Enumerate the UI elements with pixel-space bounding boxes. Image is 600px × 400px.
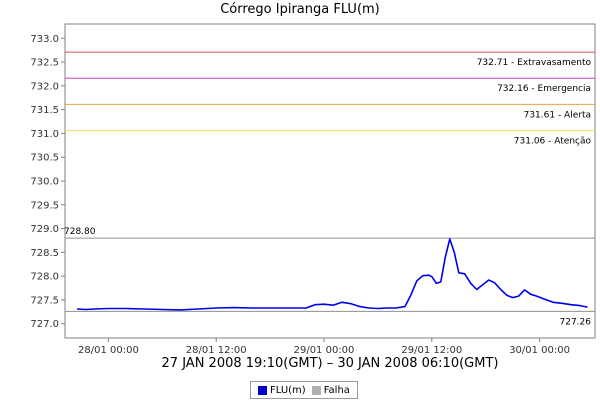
threshold-label: 731.61 - Alerta	[524, 110, 591, 120]
legend-item-flu: FLU(m)	[258, 385, 306, 396]
y-tick-label: 731.5	[30, 105, 59, 116]
plot-area	[64, 23, 596, 339]
y-tick-label: 727.5	[30, 295, 59, 306]
y-tick-label: 727.0	[30, 319, 59, 330]
y-tick-label: 731.0	[30, 129, 59, 140]
legend: FLU(m) Falha	[250, 381, 358, 399]
threshold-label: 732.16 - Emergencia	[497, 84, 591, 94]
legend-swatch	[258, 385, 267, 395]
y-tick-label: 732.5	[30, 58, 59, 69]
y-tick-label: 729.0	[30, 224, 59, 235]
x-tick-label: 28/01 12:00	[186, 345, 247, 356]
y-tick-label: 729.5	[30, 200, 59, 211]
y-tick-label: 728.5	[30, 248, 59, 259]
legend-item-falha: Falha	[311, 384, 350, 396]
y-tick-label: 730.5	[30, 153, 59, 164]
threshold-label: 732.71 - Extravasamento	[477, 58, 592, 68]
x-tick-label: 28/01 00:00	[78, 345, 139, 356]
legend-label: FLU(m)	[270, 384, 306, 396]
chart-subtitle: 27 JAN 2008 19:10(GMT) – 30 JAN 2008 06:…	[161, 356, 499, 371]
legend-label: Falha	[323, 384, 350, 396]
threshold-label: 731.06 - Atenção	[514, 137, 592, 147]
series-line-flu	[76, 238, 588, 311]
y-tick-label: 733.0	[30, 34, 59, 45]
y-tick-label: 730.0	[30, 177, 59, 188]
y-tick-label: 728.0	[30, 272, 59, 283]
x-tick-label: 29/01 00:00	[294, 345, 355, 356]
x-tick-label: 29/01 12:00	[401, 345, 462, 356]
y-tick-label: 732.0	[30, 81, 59, 92]
reference-label: 728.80	[64, 227, 96, 237]
chart-title: Córrego Ipiranga FLU(m)	[220, 2, 380, 17]
legend-swatch	[311, 385, 321, 395]
reference-label: 727.26	[560, 317, 592, 327]
x-tick-label: 30/01 00:00	[509, 345, 570, 356]
